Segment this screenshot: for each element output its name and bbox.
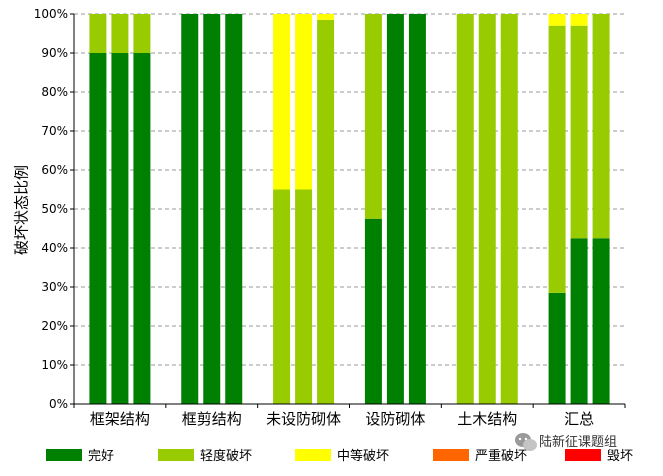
bar-segment (203, 14, 221, 404)
y-tick-label: 60% (41, 163, 68, 177)
x-category-label: 汇总 (564, 410, 594, 428)
y-tick-label: 0% (49, 397, 68, 411)
x-category-label: 框剪结构 (182, 410, 242, 428)
y-tick-labels: 0% 10% 20% 30% 40% 50% 60% 70% 80% 90% 100% (34, 7, 74, 411)
bar-segment (133, 14, 151, 53)
y-tick-label: 20% (41, 319, 68, 333)
bar-segment (133, 53, 151, 404)
bar-segment (408, 14, 426, 404)
wechat-icon (515, 433, 537, 451)
bar-segment (295, 14, 313, 190)
legend-swatch (433, 449, 469, 461)
x-category-label: 设防砌体 (365, 410, 425, 428)
bar-segment (570, 238, 588, 404)
bar-segment (273, 14, 291, 190)
legend-label: 毁坏 (607, 449, 633, 464)
legend-label: 中等破坏 (337, 448, 389, 464)
legend-label: 严重破坏 (475, 448, 527, 464)
x-category-label: 未设防砌体 (266, 410, 341, 428)
legend-swatch (158, 449, 194, 461)
bar-segment (364, 218, 382, 404)
bar-segment (111, 14, 129, 53)
bar-segment (181, 14, 199, 404)
x-category-label: 土木结构 (457, 410, 517, 428)
legend-swatch (295, 449, 331, 461)
legend-swatch (565, 449, 601, 461)
y-tick-label: 50% (41, 202, 68, 216)
x-category-label: 框架结构 (90, 410, 150, 428)
y-tick-label: 100% (34, 7, 68, 21)
bar-segment (364, 14, 382, 219)
bar-segment (592, 238, 610, 404)
y-tick-label: 30% (41, 280, 68, 294)
legend-item: 中等破坏 (295, 448, 389, 464)
legend-label: 轻度破坏 (200, 448, 252, 464)
bar-segment (89, 53, 107, 404)
bar-segment (548, 292, 566, 404)
y-axis-title: 破坏状态比例 (13, 165, 31, 255)
legend-item: 严重破坏 (433, 448, 527, 464)
bar-segment (548, 25, 566, 293)
y-tick-label: 70% (41, 124, 68, 138)
bar-segment (570, 14, 588, 26)
bar-segment (295, 189, 313, 404)
legend-item: 完好 (46, 449, 114, 464)
legend-label: 完好 (88, 449, 114, 464)
bar-segment (548, 14, 566, 26)
bar-segment (317, 19, 335, 404)
y-tick-label: 80% (41, 85, 68, 99)
bar-segment (500, 14, 518, 404)
y-tick-label: 40% (41, 241, 68, 255)
bar-segment (89, 14, 107, 53)
bar-segment (570, 25, 588, 239)
bar-segment (386, 14, 404, 404)
bar-segment (273, 189, 291, 404)
bar-segment (592, 14, 610, 239)
bar-segment (456, 14, 474, 404)
y-tick-label: 90% (41, 46, 68, 60)
bar-segment (478, 14, 496, 404)
bar-segment (225, 14, 243, 404)
legend-swatch (46, 449, 82, 461)
legend: 完好 轻度破坏 中等破坏 严重破坏 毁坏 (46, 448, 633, 464)
legend-item: 毁坏 (565, 449, 633, 464)
bar-segment (317, 14, 335, 20)
axes (73, 14, 626, 408)
bar-segment (111, 53, 129, 404)
bars (89, 14, 610, 404)
y-tick-label: 10% (41, 358, 68, 372)
x-category-labels: 框架结构 框剪结构 未设防砌体 设防砌体 土木结构 汇总 (90, 410, 594, 428)
legend-item: 轻度破坏 (158, 448, 252, 464)
watermark-text: 陆新征课题组 (539, 434, 617, 450)
grid-lines (74, 13, 625, 366)
watermark: 陆新征课题组 (515, 433, 617, 451)
